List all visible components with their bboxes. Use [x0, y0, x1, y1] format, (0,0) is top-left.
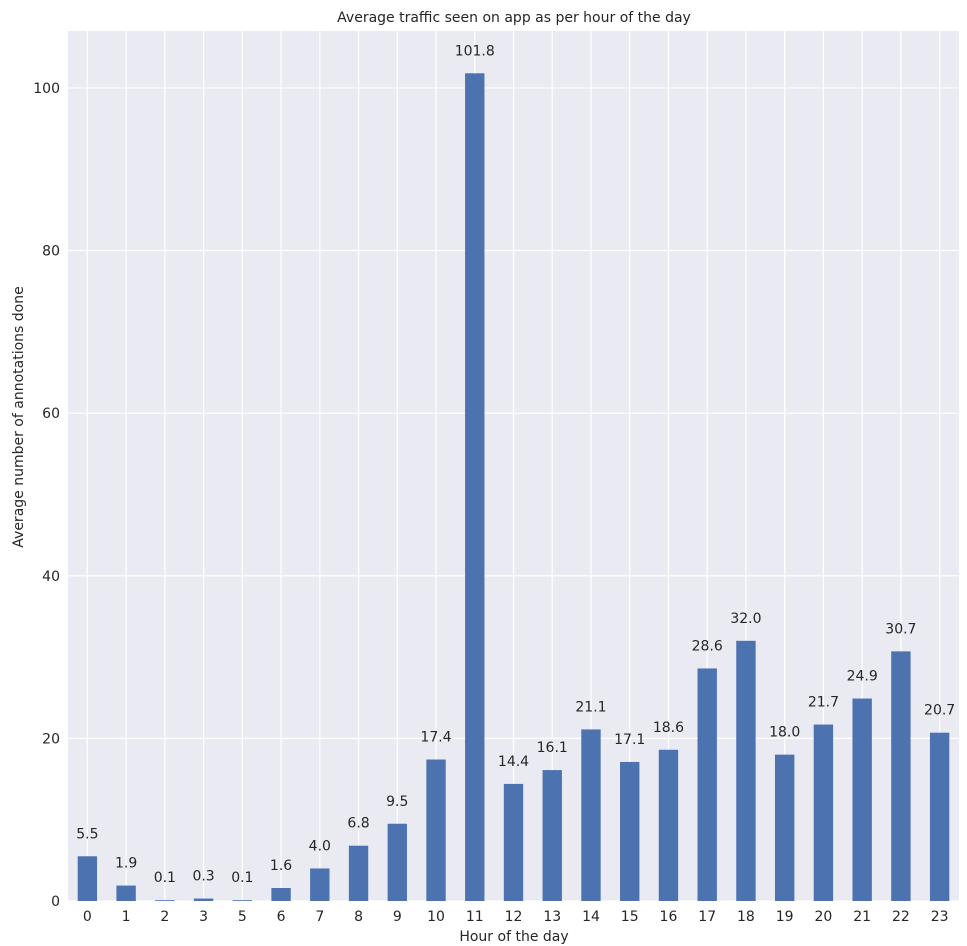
- x-tick-label: 19: [776, 909, 794, 925]
- x-tick-label: 23: [931, 909, 949, 925]
- x-tick-label: 7: [315, 909, 324, 925]
- bar-hour-16: [658, 749, 679, 901]
- data-label: 1.9: [115, 856, 137, 872]
- bar-hour-11: [465, 73, 485, 901]
- bars: [77, 73, 950, 901]
- y-tick-label: 40: [42, 569, 60, 585]
- bar-hour-2: [155, 900, 175, 901]
- data-label: 28.6: [692, 638, 723, 654]
- data-label: 0.3: [192, 869, 214, 885]
- bar-hour-18: [736, 640, 756, 901]
- x-tick-label: 6: [277, 909, 286, 925]
- data-label: 9.5: [386, 794, 408, 810]
- data-label: 6.8: [347, 816, 369, 832]
- bar-hour-17: [697, 668, 717, 901]
- data-label: 18.0: [769, 725, 800, 741]
- data-label: 24.9: [847, 669, 878, 685]
- x-tick-label: 11: [466, 909, 484, 925]
- y-tick-label: 20: [42, 731, 60, 747]
- y-tick-label: 100: [33, 81, 60, 97]
- data-label: 17.1: [614, 732, 645, 748]
- x-tick-label: 9: [393, 909, 402, 925]
- bar-hour-1: [116, 885, 136, 901]
- data-label: 1.6: [270, 858, 292, 874]
- x-axis-ticks: 0 1 2 3 5 6 7 8 9 10 11 12 13 14 15 16 17 18 19 20 21 22 23: [83, 909, 949, 925]
- x-tick-label: 14: [582, 909, 600, 925]
- data-label: 14.4: [498, 754, 529, 770]
- x-tick-label: 22: [892, 909, 910, 925]
- x-tick-label: 18: [737, 909, 755, 925]
- x-tick-label: 21: [853, 909, 871, 925]
- bar-hour-12: [503, 783, 524, 901]
- y-tick-label: 0: [51, 894, 60, 910]
- bar-hour-10: [426, 759, 446, 901]
- y-tick-label: 60: [42, 406, 60, 422]
- data-label: 17.4: [420, 730, 451, 746]
- bar-hour-19: [774, 754, 795, 901]
- bar-hour-23: [929, 732, 950, 901]
- data-label: 21.7: [808, 695, 839, 711]
- bar-hour-7: [310, 868, 330, 901]
- data-label: 32.0: [730, 611, 761, 627]
- data-label: 18.6: [653, 720, 684, 736]
- data-label: 30.7: [885, 621, 916, 637]
- data-label: 101.8: [455, 43, 495, 59]
- bar-hour-22: [891, 651, 911, 901]
- x-axis-label: Hour of the day: [459, 929, 568, 945]
- data-label: 16.1: [537, 740, 568, 756]
- x-tick-label: 2: [160, 909, 169, 925]
- x-tick-label: 13: [543, 909, 561, 925]
- bar-hour-13: [542, 770, 562, 901]
- x-tick-label: 8: [354, 909, 363, 925]
- x-tick-label: 1: [122, 909, 131, 925]
- x-tick-label: 3: [199, 909, 208, 925]
- data-labels: 5.5 1.9 0.1 0.3 0.1 1.6 4.0 6.8 9.5 17.4 101.8 14.4…: [76, 43, 955, 886]
- data-label: 20.7: [924, 703, 955, 719]
- bar-hour-14: [581, 729, 601, 901]
- data-label: 5.5: [76, 826, 98, 842]
- x-tick-label: 5: [238, 909, 247, 925]
- x-tick-label: 15: [621, 909, 639, 925]
- bar-hour-9: [387, 823, 407, 901]
- bar-hour-8: [348, 845, 369, 901]
- x-tick-label: 16: [660, 909, 678, 925]
- y-tick-label: 80: [42, 244, 60, 260]
- x-tick-label: 17: [698, 909, 716, 925]
- x-tick-label: 10: [427, 909, 445, 925]
- chart-title: Average traffic seen on app as per hour …: [337, 10, 691, 26]
- data-label: 21.1: [575, 699, 606, 715]
- data-label: 0.1: [154, 870, 176, 886]
- x-tick-label: 12: [505, 909, 523, 925]
- data-label: 4.0: [309, 838, 331, 854]
- data-label: 0.1: [231, 870, 253, 886]
- bar-hour-5: [232, 900, 253, 901]
- bar-hour-3: [193, 898, 214, 901]
- bar-hour-15: [620, 761, 640, 901]
- bar-hour-20: [813, 724, 834, 901]
- y-axis-ticks: 0 20 40 60 80 100: [33, 81, 60, 910]
- y-axis-label: Average number of annotations done: [11, 286, 27, 547]
- bar-hour-21: [852, 698, 872, 901]
- bar-hour-0: [77, 856, 98, 901]
- x-tick-label: 20: [814, 909, 832, 925]
- x-tick-label: 0: [83, 909, 92, 925]
- bar-hour-6: [271, 887, 291, 901]
